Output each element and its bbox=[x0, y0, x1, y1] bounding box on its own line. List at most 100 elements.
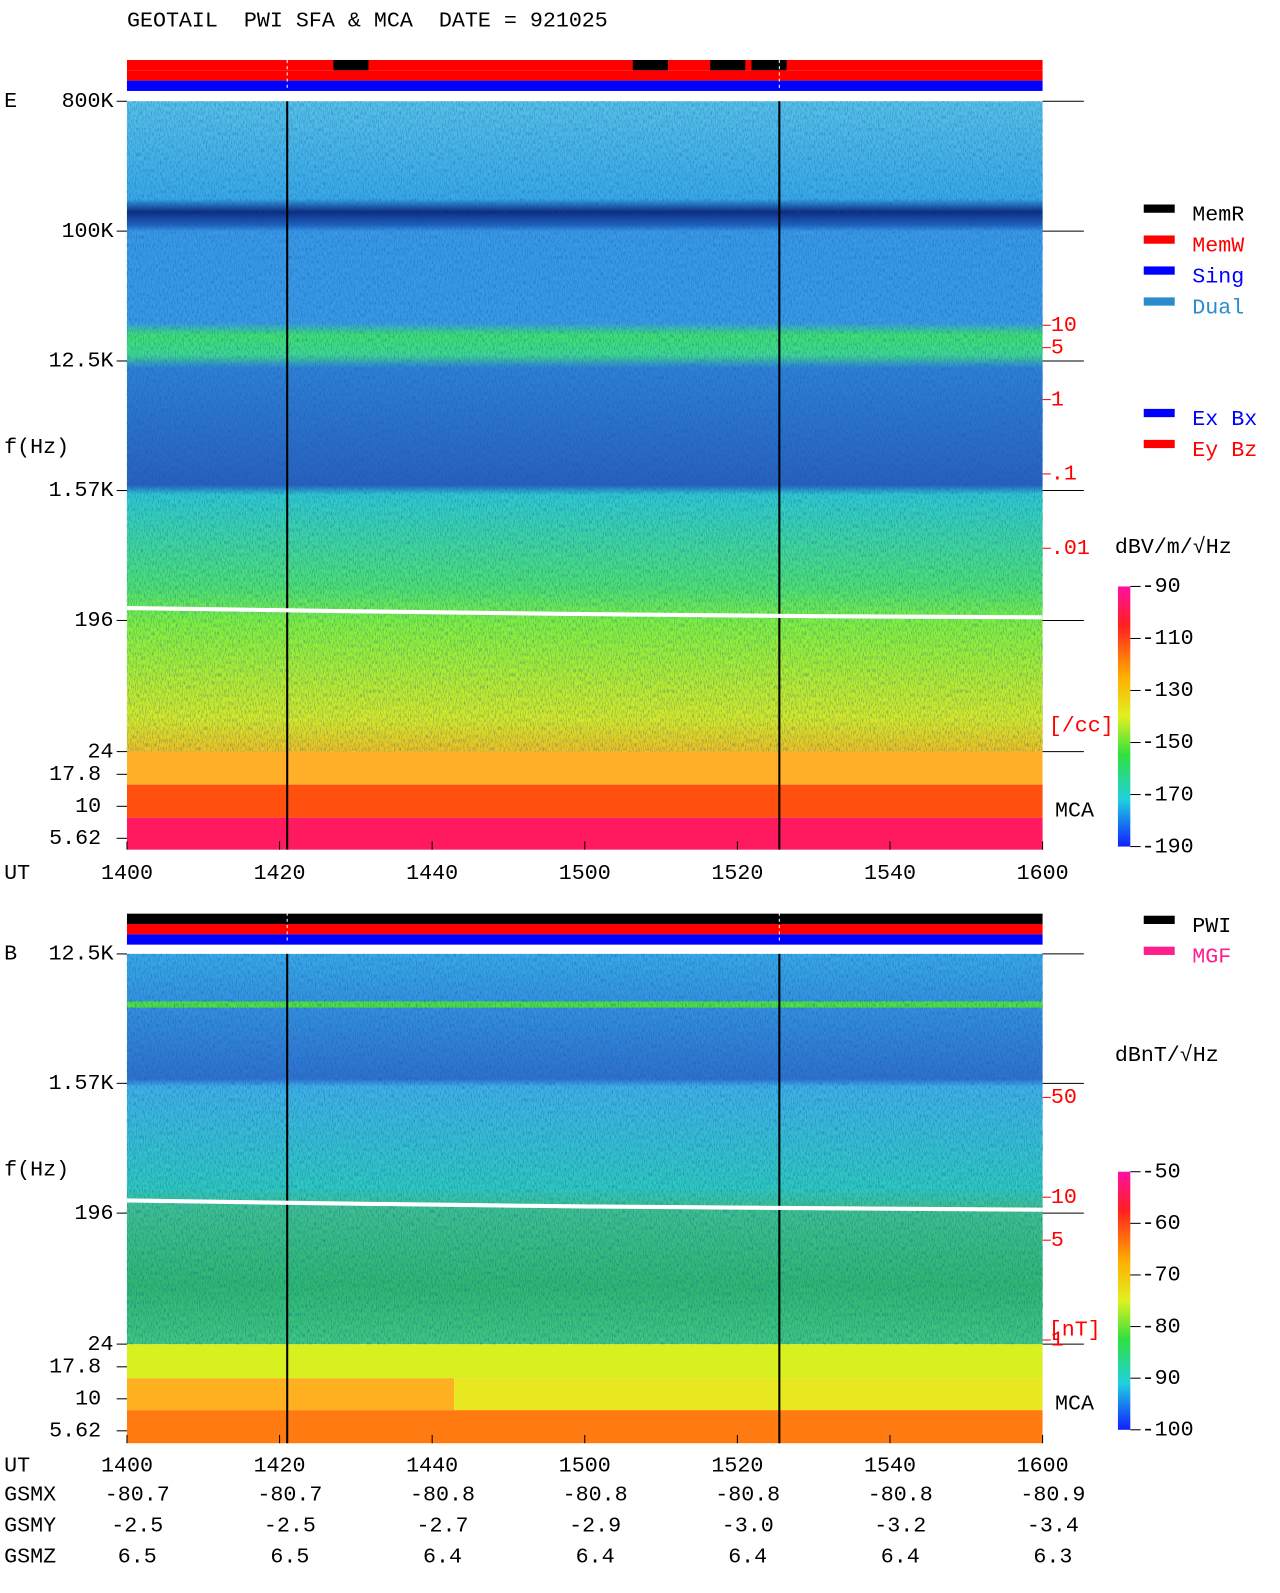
y2-tick-label: .1 bbox=[1051, 462, 1077, 487]
y-tick-label: 12.5K bbox=[49, 349, 114, 374]
orbit-value: -80.8 bbox=[868, 1483, 933, 1508]
x-tick-label: 1500 bbox=[559, 1454, 611, 1479]
x-tick-label: 1400 bbox=[101, 1454, 153, 1479]
orbit-value: -2.5 bbox=[111, 1514, 163, 1539]
legend-label: PWI bbox=[1192, 914, 1231, 939]
panel-label: E bbox=[4, 89, 17, 114]
orbit-label: GSMZ bbox=[4, 1544, 56, 1569]
mca-tick-label: 5.62 bbox=[49, 826, 101, 851]
y-tick-label: 24 bbox=[88, 1332, 114, 1357]
colorbar-tick-label: -170 bbox=[1142, 782, 1194, 807]
colorbar bbox=[1117, 586, 1131, 847]
x-tick-label: 1440 bbox=[406, 861, 458, 886]
legend-swatch bbox=[1143, 915, 1175, 924]
colorbar-tick-label: -150 bbox=[1142, 730, 1194, 755]
orbit-value: -2.7 bbox=[417, 1514, 469, 1539]
x-tick-label: 1420 bbox=[254, 861, 306, 886]
spectrogram-b bbox=[126, 953, 1043, 1444]
y-tick-label: 800K bbox=[62, 89, 114, 114]
y-axis-label: f(Hz) bbox=[4, 435, 69, 460]
y2-tick-label: 1 bbox=[1051, 387, 1064, 412]
orbit-value: 6.4 bbox=[576, 1544, 615, 1569]
y2-tick-label: 5 bbox=[1051, 1228, 1064, 1253]
x-tick-label: 1540 bbox=[864, 861, 916, 886]
y-tick-label: 100K bbox=[62, 219, 114, 244]
x-tick-label: 1400 bbox=[101, 861, 153, 886]
orbit-value: -2.5 bbox=[264, 1514, 316, 1539]
x-axis-label: UT bbox=[4, 861, 30, 886]
mca-tick-label: 10 bbox=[75, 794, 101, 819]
colorbar-tick-label: -90 bbox=[1142, 574, 1181, 599]
y-tick-label: 24 bbox=[88, 739, 114, 764]
y2-axis-label: [/cc] bbox=[1049, 714, 1114, 739]
spectrogram-e bbox=[126, 101, 1043, 850]
y2-tick-label: 10 bbox=[1051, 1185, 1077, 1210]
y2-axis-label: [nT] bbox=[1049, 1317, 1101, 1342]
mca-tick-label: 17.8 bbox=[49, 1355, 101, 1380]
y-tick-label: 196 bbox=[75, 1201, 114, 1226]
orbit-value: 6.5 bbox=[118, 1544, 157, 1569]
y2-tick-label: 5 bbox=[1051, 335, 1064, 360]
orbit-value: 6.5 bbox=[270, 1544, 309, 1569]
legend-swatch bbox=[1143, 297, 1175, 306]
y-tick-label: 196 bbox=[75, 608, 114, 633]
legend-swatch bbox=[1143, 235, 1175, 244]
y2-tick-label: 50 bbox=[1051, 1085, 1077, 1110]
legend-label: Dual bbox=[1192, 295, 1244, 320]
orbit-value: 6.3 bbox=[1033, 1544, 1072, 1569]
orbit-value: -80.8 bbox=[410, 1483, 475, 1508]
x-tick-label: 1420 bbox=[254, 1454, 306, 1479]
y-tick-label: 12.5K bbox=[49, 942, 114, 967]
x-tick-label: 1440 bbox=[406, 1454, 458, 1479]
x-tick-label: 1500 bbox=[559, 861, 611, 886]
orbit-label: GSMY bbox=[4, 1514, 56, 1539]
x-tick-label: 1520 bbox=[711, 1454, 763, 1479]
orbit-label: GSMX bbox=[4, 1483, 56, 1508]
colorbar bbox=[1117, 1171, 1131, 1430]
legend-label: Ey Bz bbox=[1192, 438, 1257, 463]
legend-swatch bbox=[1143, 439, 1175, 449]
x-tick-label: 1540 bbox=[864, 1454, 916, 1479]
orbit-value: -2.9 bbox=[569, 1514, 621, 1539]
y-tick-label: 1.57K bbox=[49, 478, 114, 503]
legend-label: MemR bbox=[1192, 203, 1244, 228]
panel-label: B bbox=[4, 942, 17, 967]
colorbar-label: dBV/m/√Hz bbox=[1115, 535, 1232, 560]
colorbar-tick-label: -130 bbox=[1142, 678, 1194, 703]
y-tick-label: 1.57K bbox=[49, 1071, 114, 1096]
orbit-value: -80.7 bbox=[105, 1483, 170, 1508]
colorbar-label: dBnT/√Hz bbox=[1115, 1043, 1219, 1068]
orbit-value: 6.4 bbox=[881, 1544, 920, 1569]
legend-label: MemW bbox=[1192, 234, 1244, 259]
legend-label: MGF bbox=[1192, 945, 1231, 970]
mca-label: MCA bbox=[1055, 799, 1094, 824]
frequency-line bbox=[126, 606, 1043, 620]
y2-tick-label: .01 bbox=[1051, 536, 1090, 561]
legend-swatch bbox=[1143, 408, 1175, 418]
colorbar-tick-label: -80 bbox=[1142, 1314, 1181, 1339]
orbit-value: -3.2 bbox=[874, 1514, 926, 1539]
x-tick-label: 1600 bbox=[1017, 861, 1069, 886]
chart-title: GEOTAIL PWI SFA & MCA DATE = 921025 bbox=[127, 8, 608, 33]
status-bars bbox=[126, 59, 1043, 945]
colorbar-tick-label: -90 bbox=[1142, 1366, 1181, 1391]
mca-tick-label: 10 bbox=[75, 1387, 101, 1412]
x-axis-label: UT bbox=[4, 1454, 30, 1479]
y2-tick-label: 1 bbox=[1051, 1328, 1064, 1353]
colorbar-tick-label: -70 bbox=[1142, 1263, 1181, 1288]
colorbar-tick-label: -60 bbox=[1142, 1211, 1181, 1236]
orbit-value: -80.8 bbox=[715, 1483, 780, 1508]
y-axis-label: f(Hz) bbox=[4, 1157, 69, 1182]
legend-swatch bbox=[1143, 266, 1175, 275]
colorbar-tick-label: -50 bbox=[1142, 1159, 1181, 1184]
orbit-value: -3.0 bbox=[722, 1514, 774, 1539]
mca-tick-label: 17.8 bbox=[49, 762, 101, 787]
orbit-value: 6.4 bbox=[728, 1544, 767, 1569]
x-tick-label: 1600 bbox=[1017, 1454, 1069, 1479]
frequency-line bbox=[126, 1198, 1043, 1212]
legend-label: Sing bbox=[1192, 264, 1244, 289]
orbit-value: 6.4 bbox=[423, 1544, 462, 1569]
legend-label: Ex Bx bbox=[1192, 407, 1257, 432]
orbit-value: -80.9 bbox=[1020, 1483, 1085, 1508]
